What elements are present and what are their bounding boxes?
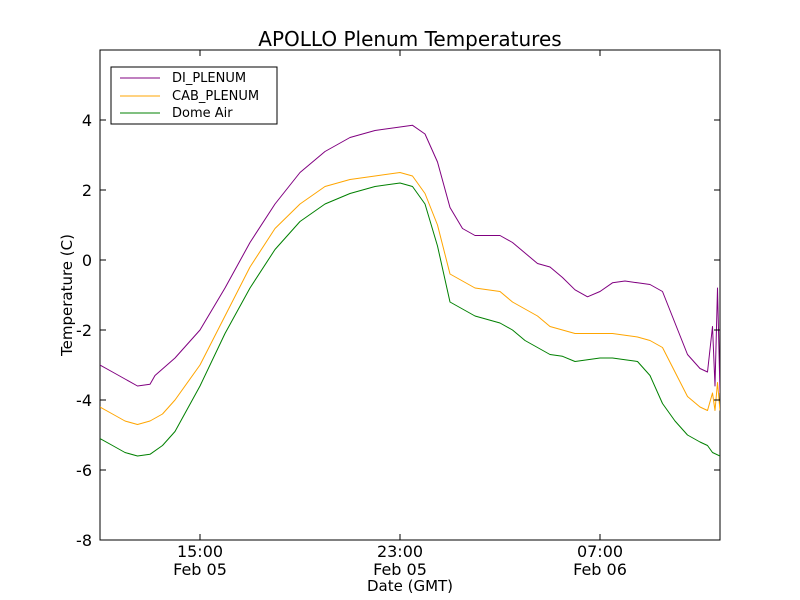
- series-line-cab-plenum: [100, 172, 720, 425]
- y-tick-label: 4: [82, 111, 92, 130]
- y-axis-label: Temperature (C): [58, 234, 76, 357]
- series-group: [100, 124, 720, 457]
- chart-title: APOLLO Plenum Temperatures: [258, 27, 561, 51]
- y-tick-label: 2: [82, 181, 92, 200]
- x-tick-label-date: Feb 06: [573, 560, 627, 579]
- x-tick-label-time: 15:00: [177, 542, 223, 561]
- x-tick-label-date: Feb 05: [173, 560, 227, 579]
- series-line-dome-air: [100, 182, 720, 457]
- x-axis-label: Date (GMT): [367, 577, 453, 595]
- y-tick-label: -4: [76, 391, 92, 410]
- legend-label-cab-plenum: CAB_PLENUM: [172, 89, 259, 104]
- y-tick-label: -8: [76, 531, 92, 550]
- x-tick-label-time: 23:00: [377, 542, 423, 561]
- y-tick-label: -2: [76, 321, 92, 340]
- legend: DI_PLENUM CAB_PLENUM Dome Air: [110, 66, 278, 125]
- x-tick-label-date: Feb 05: [373, 560, 427, 579]
- y-tick-label: -6: [76, 461, 92, 480]
- legend-label-dome-air: Dome Air: [172, 106, 233, 121]
- plot-frame: [99, 49, 721, 541]
- y-tick-label: 0: [82, 251, 92, 270]
- x-tick-label-time: 07:00: [577, 542, 623, 561]
- series-line-di-plenum: [100, 124, 720, 394]
- legend-label-di-plenum: DI_PLENUM: [172, 71, 246, 86]
